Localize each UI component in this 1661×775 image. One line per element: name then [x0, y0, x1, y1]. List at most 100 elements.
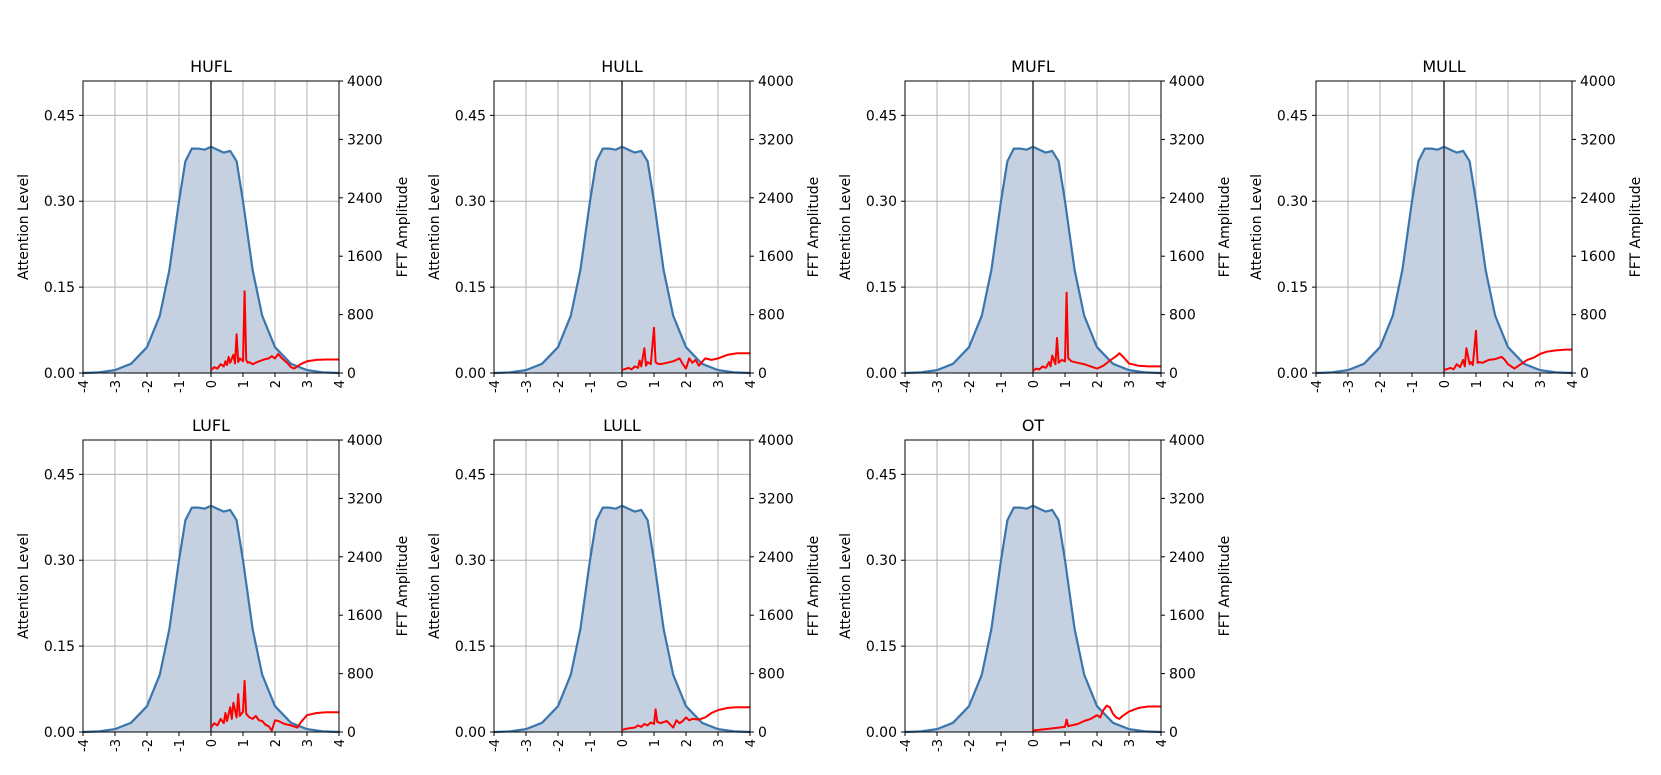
x-tick-label: 0	[1027, 739, 1042, 747]
x-tick-label: -1	[995, 739, 1010, 752]
y-tick-label: 0.15	[44, 639, 75, 655]
y-tick-label: 0.00	[1277, 366, 1308, 382]
x-tick-label: 2	[680, 380, 695, 388]
y-tick-label: 0.00	[866, 366, 897, 382]
x-tick-label: 2	[269, 739, 284, 747]
y2-tick-label: 800	[347, 667, 374, 683]
fft-amplitude-line	[210, 679, 339, 732]
x-tick-label: 1	[1059, 739, 1074, 747]
y2-tick-label: 3200	[758, 132, 794, 148]
y-axis-label: Attention Level	[427, 533, 443, 639]
y2-axis-label: FFT Amplitude	[806, 536, 822, 637]
x-tick-label: 0	[1438, 380, 1453, 388]
subplot-hull: HULL -4 -3 -2 -1 0 1 2 3 4 0.00 0.15 0.30 0.45 0 800 160…	[427, 57, 822, 393]
y-tick-label: 0.30	[1277, 194, 1308, 210]
x-tick-label: 2	[1502, 380, 1517, 388]
x-tick-label: 3	[301, 380, 316, 388]
y2-tick-label: 2400	[1169, 191, 1205, 207]
y2-tick-label: 2400	[347, 191, 383, 207]
y2-tick-label: 1600	[1169, 608, 1205, 624]
y-tick-label: 0.00	[455, 366, 486, 382]
x-tick-label: -1	[173, 739, 188, 752]
x-tick-label: -2	[141, 739, 156, 752]
x-tick-label: 2	[680, 739, 695, 747]
x-tick-label: -3	[520, 739, 535, 752]
x-tick-label: -2	[963, 739, 978, 752]
y2-tick-label: 1600	[758, 249, 794, 265]
y2-tick-label: 1600	[347, 249, 383, 265]
y-tick-label: 0.30	[455, 553, 486, 569]
x-tick-label: 1	[1470, 380, 1485, 388]
x-tick-label: -2	[552, 739, 567, 752]
y2-tick-label: 1600	[758, 608, 794, 624]
x-tick-label: 2	[1091, 380, 1106, 388]
y2-tick-label: 4000	[1169, 74, 1205, 90]
y2-tick-label: 1600	[1169, 249, 1205, 265]
y2-tick-label: 3200	[1169, 132, 1205, 148]
x-tick-label: 2	[269, 380, 284, 388]
x-tick-label: -3	[931, 739, 946, 752]
y2-tick-label: 3200	[1169, 491, 1205, 507]
y-tick-label: 0.45	[44, 108, 75, 124]
subplot-title: OT	[1022, 416, 1045, 435]
y-tick-label: 0.45	[866, 467, 897, 483]
subplot-mufl: MUFL -4 -3 -2 -1 0 1 2 3 4 0.00 0.15 0.30 0.45 0 800 160…	[838, 57, 1233, 393]
x-tick-label: -1	[584, 739, 599, 752]
y2-tick-label: 4000	[1580, 74, 1616, 90]
y2-tick-label: 2400	[758, 191, 794, 207]
x-tick-label: 4	[744, 739, 759, 747]
y-tick-label: 0.45	[455, 108, 486, 124]
x-tick-label: -3	[109, 380, 124, 393]
y2-tick-label: 800	[347, 308, 374, 324]
y2-tick-label: 0	[347, 366, 356, 382]
x-tick-label: -4	[488, 380, 503, 393]
y-tick-label: 0.15	[866, 280, 897, 296]
y2-tick-label: 800	[1580, 308, 1607, 324]
x-tick-label: -2	[141, 380, 156, 393]
x-tick-label: 3	[712, 380, 727, 388]
fft-amplitude-line	[1032, 704, 1161, 732]
x-tick-label: -3	[520, 380, 535, 393]
y-tick-label: 0.30	[44, 194, 75, 210]
x-tick-label: 4	[1155, 739, 1170, 747]
x-tick-label: 0	[616, 380, 631, 388]
y-tick-label: 0.00	[44, 366, 75, 382]
fft-amplitude-line	[621, 326, 750, 372]
y-tick-label: 0.15	[44, 280, 75, 296]
x-tick-label: 3	[1534, 380, 1549, 388]
y2-tick-label: 4000	[1169, 433, 1205, 449]
y-axis-label: Attention Level	[16, 533, 32, 639]
x-tick-label: 4	[1566, 380, 1581, 388]
y2-tick-label: 3200	[758, 491, 794, 507]
x-tick-label: -4	[77, 380, 92, 393]
x-tick-label: -4	[488, 739, 503, 752]
y2-tick-label: 1600	[347, 608, 383, 624]
y2-tick-label: 0	[1580, 366, 1589, 382]
y2-tick-label: 0	[347, 725, 356, 741]
x-tick-label: 1	[237, 380, 252, 388]
y2-axis-label: FFT Amplitude	[1217, 177, 1233, 278]
y-tick-label: 0.45	[44, 467, 75, 483]
x-tick-label: 3	[1123, 380, 1138, 388]
x-tick-label: -2	[1374, 380, 1389, 393]
x-tick-label: -1	[1406, 380, 1421, 393]
x-tick-label: 1	[648, 380, 663, 388]
x-tick-label: 4	[333, 739, 348, 747]
subplot-mull: MULL -4 -3 -2 -1 0 1 2 3 4 0.00 0.15 0.30 0.45 0 800 160…	[1249, 57, 1644, 393]
y-tick-label: 0.45	[866, 108, 897, 124]
subplot-title: LULL	[603, 416, 641, 435]
x-tick-label: -1	[584, 380, 599, 393]
x-tick-label: 4	[1155, 380, 1170, 388]
fft-amplitude-line	[621, 706, 750, 731]
x-tick-label: -1	[995, 380, 1010, 393]
x-tick-label: -3	[1342, 380, 1357, 393]
subplot-title: HULL	[601, 57, 643, 76]
x-tick-label: -4	[77, 739, 92, 752]
y2-tick-label: 2400	[1169, 550, 1205, 566]
y-tick-label: 0.30	[44, 553, 75, 569]
x-tick-label: 3	[1123, 739, 1138, 747]
subplot-lull: LULL -4 -3 -2 -1 0 1 2 3 4 0.00 0.15 0.30 0.45 0 800 160…	[427, 416, 822, 752]
subplot-hufl: HUFL -4 -3 -2 -1 0 1 2 3 4 0.00 0.15 0.30 0.45 0 800 160…	[16, 57, 411, 393]
x-tick-label: 4	[744, 380, 759, 388]
y-tick-label: 0.15	[455, 280, 486, 296]
